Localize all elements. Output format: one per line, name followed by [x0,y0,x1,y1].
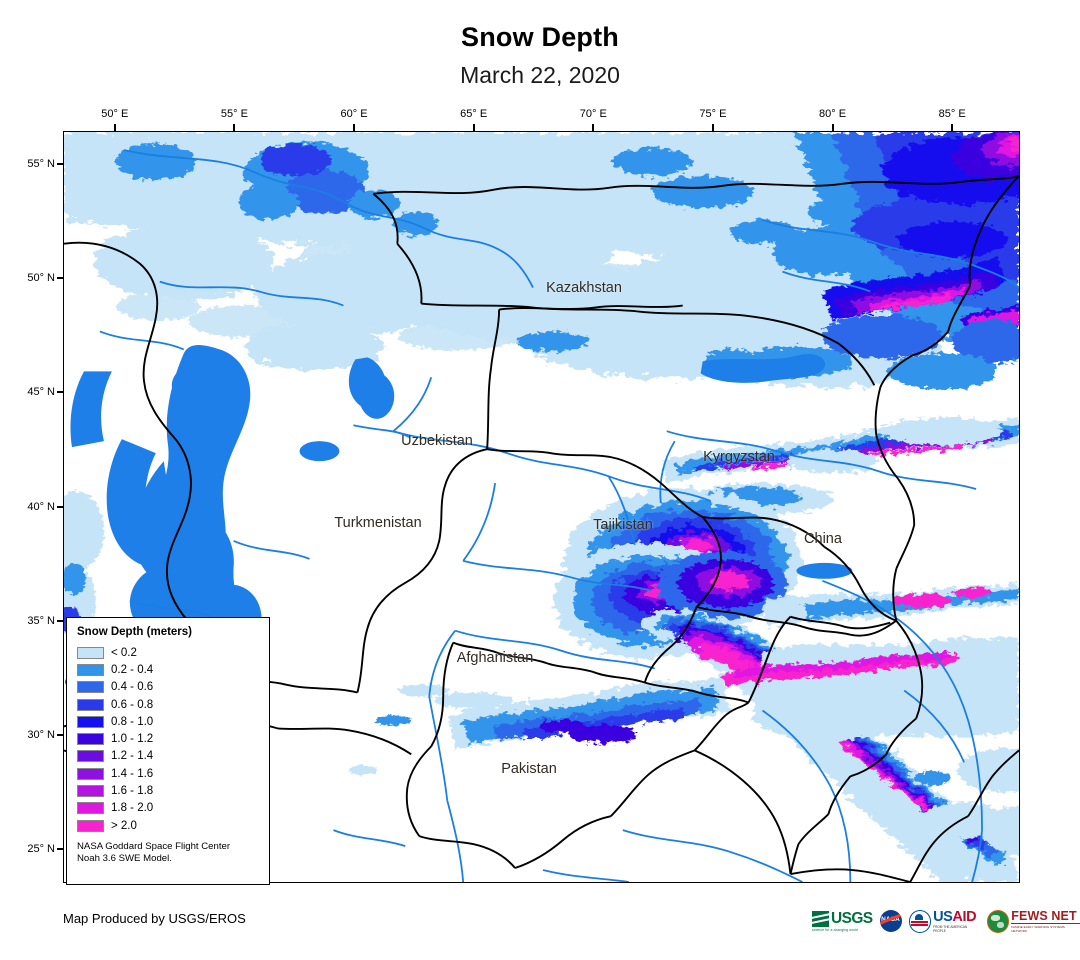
lon-label: 75° E [699,108,727,120]
lat-label: 40° N [27,500,55,513]
lat-label: 55° N [27,158,55,170]
legend-swatch [77,785,104,798]
lat-tick [57,619,65,622]
legend-label: 1.8 - 2.0 [111,802,154,815]
fews-net-wordmark: FEWS NET [1011,909,1080,924]
lat-tick [57,391,65,394]
page-title: Snow Depth [461,22,619,52]
fews-net-tagline: FAMINE EARLY WARNING SYSTEMS NETWORK [1011,924,1065,933]
legend-swatch [77,681,104,694]
fews-globe-icon [986,909,1010,933]
legend-source-line-1: NASA Goddard Space Flight Center [77,841,231,853]
lat-tick [57,163,65,165]
legend-source-note: NASA Goddard Space Flight Center Noah 3.… [77,841,261,864]
lon-tick [472,124,475,132]
usaid-seal-icon [908,909,932,933]
legend-label: 0.6 - 0.8 [111,698,154,711]
lon-label: 55° E [220,108,248,120]
lat-tick [57,277,65,280]
lon-tick [951,124,954,132]
legend-class-list: < 0.2 0.2 - 0.4 0.4 - 0.6 0.6 - 0.8 0.8 - 1.… [77,644,261,834]
legend-title: Snow Depth (meters) [77,626,193,638]
legend-swatch [77,698,104,711]
lake-balkhash [700,354,826,383]
nasa-logo[interactable]: NASA [879,910,902,932]
legend-label: 1.6 - 1.8 [111,785,154,798]
legend-row[interactable]: 1.2 - 1.4 [77,748,261,765]
legend-row[interactable]: 0.4 - 0.6 [77,679,261,696]
usgs-wave-icon [812,910,829,927]
legend-swatch [77,767,104,780]
legend-swatch [77,819,104,832]
legend-swatch [77,733,104,746]
lat-label: 45° N [27,386,55,399]
legend-label: 1.4 - 1.6 [111,767,154,780]
lat-tick [57,505,65,508]
lon-label: 60° E [340,108,368,120]
lat-label: 30° N [27,729,55,741]
usaid-wordmark-us: US [933,908,953,925]
aral-sea [299,357,395,462]
legend-swatch [77,750,104,763]
lon-label: 70° E [579,108,607,120]
usaid-tagline: FROM THE AMERICAN PEOPLE [933,924,968,933]
lon-tick [113,124,116,132]
usgs-wordmark: USGS [831,910,873,927]
lat-tick [57,734,65,736]
river-network [99,149,1019,882]
legend-row[interactable]: 0.6 - 0.8 [77,696,261,713]
lon-tick [711,124,714,132]
legend-row[interactable]: < 0.2 [77,644,261,661]
lat-tick [57,848,65,851]
legend-swatch [77,646,104,659]
lat-label: 50° N [27,272,55,285]
lon-label: 65° E [460,108,488,120]
title-block: Snow Depth March 22, 2020 [0,22,1080,89]
logo-strip: USGS science for a changing world NASA U… [812,905,1080,937]
legend-row[interactable]: 1.8 - 2.0 [77,800,261,817]
legend-row[interactable]: 0.8 - 1.0 [77,713,261,730]
lon-tick [831,124,834,132]
usgs-tagline: science for a changing world [812,927,858,932]
usgs-logo[interactable]: USGS science for a changing world [812,910,873,932]
fews-net-logo[interactable]: FEWS NET FAMINE EARLY WARNING SYSTEMS NE… [986,909,1080,933]
legend-swatch [77,715,104,728]
legend-label: 0.8 - 1.0 [111,715,154,728]
map-canvas[interactable]: Kazakhstan Uzbekistan Turkmenistan Kyrgyzst… [63,131,1020,883]
legend-label: < 0.2 [111,646,137,659]
lat-label: 35° N [27,614,55,627]
legend-row[interactable]: 0.2 - 0.4 [77,661,261,678]
legend-label: > 2.0 [111,819,137,832]
lon-label: 50° E [101,108,129,120]
usaid-wordmark-aid: AID [952,908,977,925]
country-borders [64,174,1019,882]
legend-swatch [77,663,104,676]
lake-issyk-kul [796,562,853,579]
legend-source-line-2: Noah 3.6 SWE Model. [77,852,172,864]
lon-tick [233,124,236,132]
legend-row[interactable]: 1.0 - 1.2 [77,730,261,747]
legend-label: 0.2 - 0.4 [111,663,154,676]
legend-row[interactable]: 1.6 - 1.8 [77,782,261,799]
legend-swatch [77,802,104,815]
lat-label: 25° N [27,843,55,856]
legend-label: 1.2 - 1.4 [111,750,154,763]
legend-label: 1.0 - 1.2 [111,733,154,746]
usaid-logo[interactable]: USAID FROM THE AMERICAN PEOPLE [908,908,980,933]
legend-row[interactable]: 1.4 - 1.6 [77,765,261,782]
page-subtitle: March 22, 2020 [460,62,620,88]
legend-label: 0.4 - 0.6 [111,681,154,694]
lon-label: 80° E [819,108,847,120]
legend-panel[interactable]: Snow Depth (meters) < 0.2 0.2 - 0.4 0.4 - … [66,617,270,885]
lon-label: 85° E [938,108,966,120]
lon-tick [353,124,356,132]
nasa-meatball-icon: NASA [879,910,902,932]
legend-row[interactable]: > 2.0 [77,817,261,834]
lon-tick [592,124,595,132]
map-credit: Map Produced by USGS/EROS [63,911,246,926]
